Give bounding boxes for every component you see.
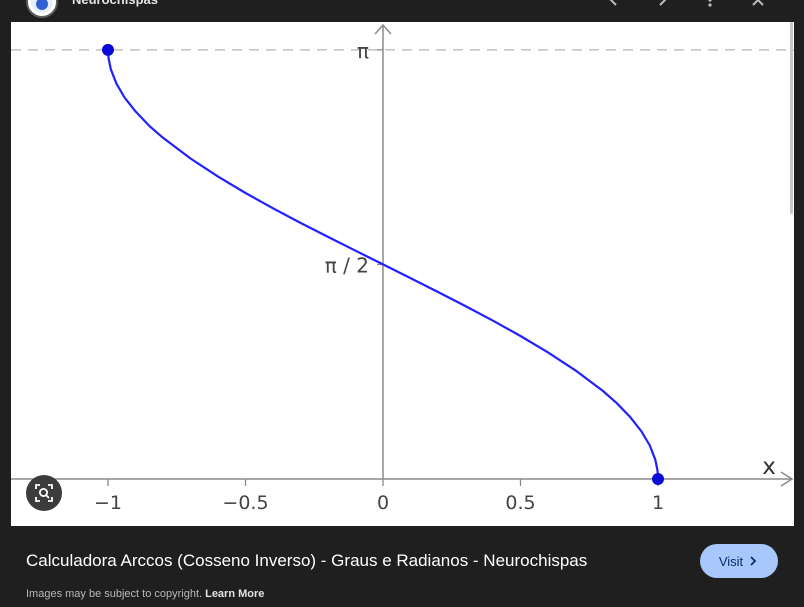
viewer-top-bar: Neurochispas xyxy=(0,0,804,22)
site-name[interactable]: Neurochispas xyxy=(72,0,158,8)
neurochispas-logo-icon[interactable] xyxy=(26,0,58,18)
arccos-curve xyxy=(106,49,660,480)
image-title-link[interactable]: Calculadora Arccos (Cosseno Inverso) - G… xyxy=(26,551,588,570)
close-icon xyxy=(752,0,764,6)
lens-button[interactable] xyxy=(26,475,62,511)
endpoint xyxy=(102,43,114,56)
visit-label: Visit xyxy=(718,553,744,569)
x-axis-arrow xyxy=(780,471,794,487)
y-tick-label: π xyxy=(357,39,369,63)
x-tick-label: 1 xyxy=(652,492,664,514)
y-axis-arrow xyxy=(374,23,392,35)
scrollbar-thumb[interactable] xyxy=(790,22,793,214)
copyright-text: Images may be subject to copyright. xyxy=(26,588,203,600)
close-button[interactable] xyxy=(746,0,770,12)
image-preview[interactable]: −1 −0.5 0 0.5 1 π / 2 π x xyxy=(11,22,794,526)
x-tick-label: 0 xyxy=(377,492,389,514)
chevron-left-icon xyxy=(609,0,617,6)
copyright-notice: Images may be subject to copyright. Learn… xyxy=(26,587,264,601)
x-axis-label: x xyxy=(762,454,776,480)
arccos-chart: −1 −0.5 0 0.5 1 π / 2 π x xyxy=(11,23,794,514)
learn-more-link[interactable]: Learn More xyxy=(205,588,265,600)
lens-search-icon xyxy=(35,484,53,502)
chevron-right-icon xyxy=(659,0,667,6)
endpoint xyxy=(652,473,664,485)
next-button[interactable] xyxy=(650,0,674,12)
chevron-right-icon xyxy=(750,556,757,566)
visit-button[interactable]: Visit xyxy=(700,544,778,578)
x-tick-label: −1 xyxy=(94,492,122,514)
x-tick-label: 0.5 xyxy=(505,492,535,514)
x-tick-label: −0.5 xyxy=(222,492,268,514)
more-vert-icon xyxy=(708,0,712,7)
y-tick-label: π / 2 xyxy=(325,253,369,277)
previous-button[interactable] xyxy=(602,0,626,12)
more-options-button[interactable] xyxy=(698,0,722,12)
